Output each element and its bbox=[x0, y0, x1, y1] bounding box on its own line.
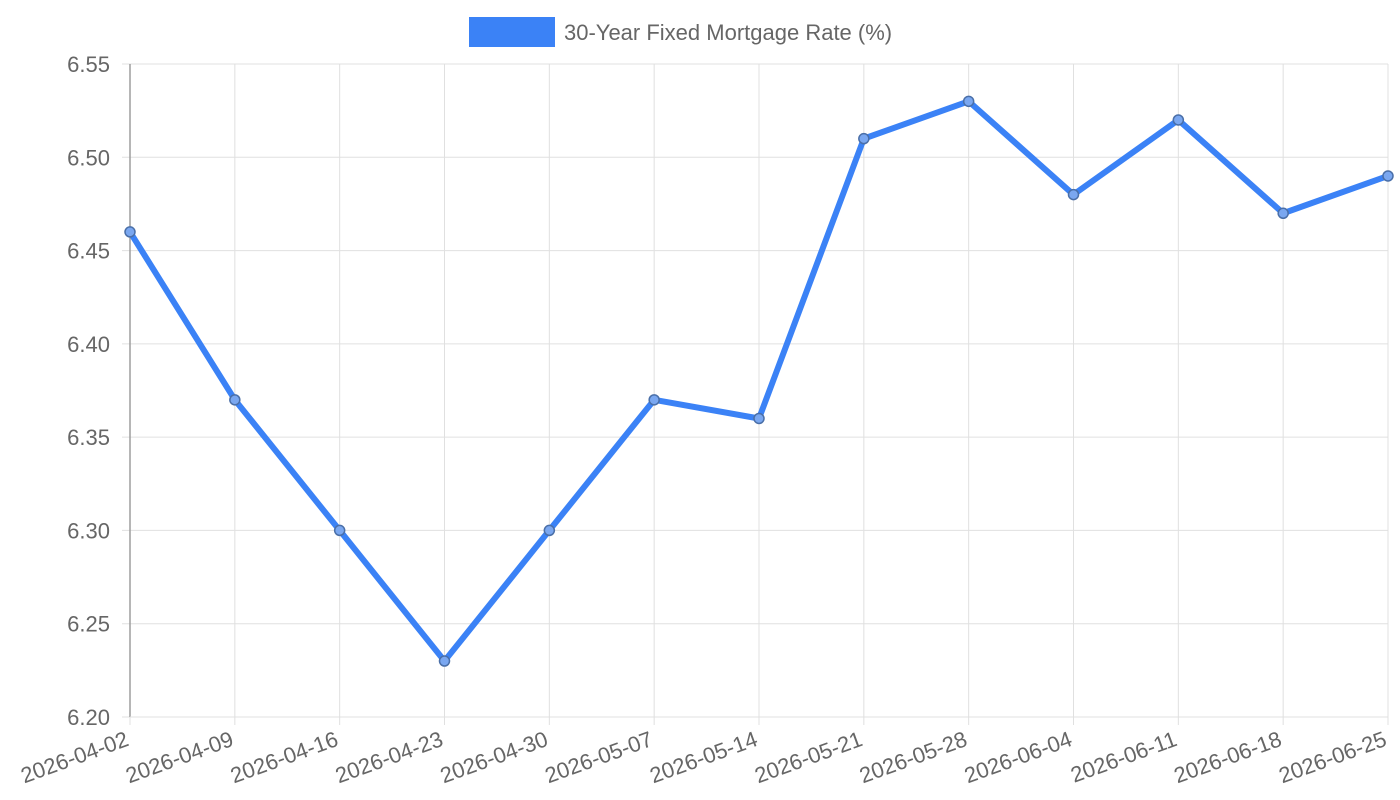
series-layer bbox=[124, 95, 1394, 667]
x-tick-label: 2026-05-28 bbox=[856, 726, 970, 788]
axes bbox=[129, 64, 1388, 718]
data-point[interactable] bbox=[962, 95, 975, 108]
data-point[interactable] bbox=[543, 524, 556, 537]
data-point[interactable] bbox=[124, 226, 136, 238]
y-tick-label: 6.45 bbox=[67, 239, 110, 264]
data-point[interactable] bbox=[1067, 188, 1080, 201]
data-point[interactable] bbox=[753, 412, 765, 425]
data-point[interactable] bbox=[333, 524, 346, 537]
legend[interactable]: 30-Year Fixed Mortgage Rate (%) bbox=[469, 17, 892, 47]
x-tick-label: 2026-05-14 bbox=[646, 726, 760, 788]
data-point[interactable] bbox=[858, 132, 870, 145]
data-point[interactable] bbox=[648, 394, 660, 406]
x-tick-label: 2026-06-25 bbox=[1275, 726, 1389, 788]
y-tick-label: 6.25 bbox=[67, 612, 110, 637]
y-axis-tick-labels: 6.20 6.25 6.30 6.35 6.40 6.45 6.50 6.55 bbox=[67, 52, 110, 730]
data-point[interactable] bbox=[1172, 114, 1185, 126]
legend-label: 30-Year Fixed Mortgage Rate (%) bbox=[564, 20, 892, 45]
x-axis-tick-labels: 2026-04-022026-04-092026-04-162026-04-23… bbox=[17, 726, 1389, 788]
x-tick-label: 2026-06-18 bbox=[1171, 726, 1285, 788]
x-grid bbox=[129, 64, 1389, 725]
x-tick-label: 2026-04-09 bbox=[122, 726, 236, 788]
y-tick-label: 6.35 bbox=[67, 425, 110, 450]
legend-swatch bbox=[469, 17, 555, 47]
y-tick-label: 6.50 bbox=[67, 145, 110, 170]
y-tick-label: 6.20 bbox=[67, 705, 110, 730]
data-point[interactable] bbox=[438, 655, 451, 667]
data-point[interactable] bbox=[1382, 170, 1394, 182]
x-tick-label: 2026-04-30 bbox=[437, 726, 551, 788]
y-tick-label: 6.40 bbox=[67, 332, 110, 357]
x-tick-label: 2026-06-11 bbox=[1067, 726, 1180, 787]
x-tick-label: 2026-05-07 bbox=[542, 726, 656, 788]
y-tick-label: 6.30 bbox=[67, 518, 110, 543]
x-tick-label: 2026-04-23 bbox=[332, 726, 446, 788]
x-tick-label: 2026-06-04 bbox=[961, 726, 1075, 788]
x-tick-label: 2026-04-16 bbox=[227, 726, 341, 788]
y-tick-label: 6.55 bbox=[67, 52, 110, 77]
x-tick-label: 2026-04-02 bbox=[17, 726, 131, 788]
x-tick-label: 2026-05-21 bbox=[751, 726, 865, 788]
data-point[interactable] bbox=[229, 394, 241, 406]
y-grid bbox=[122, 63, 1388, 718]
data-point[interactable] bbox=[1277, 207, 1289, 220]
